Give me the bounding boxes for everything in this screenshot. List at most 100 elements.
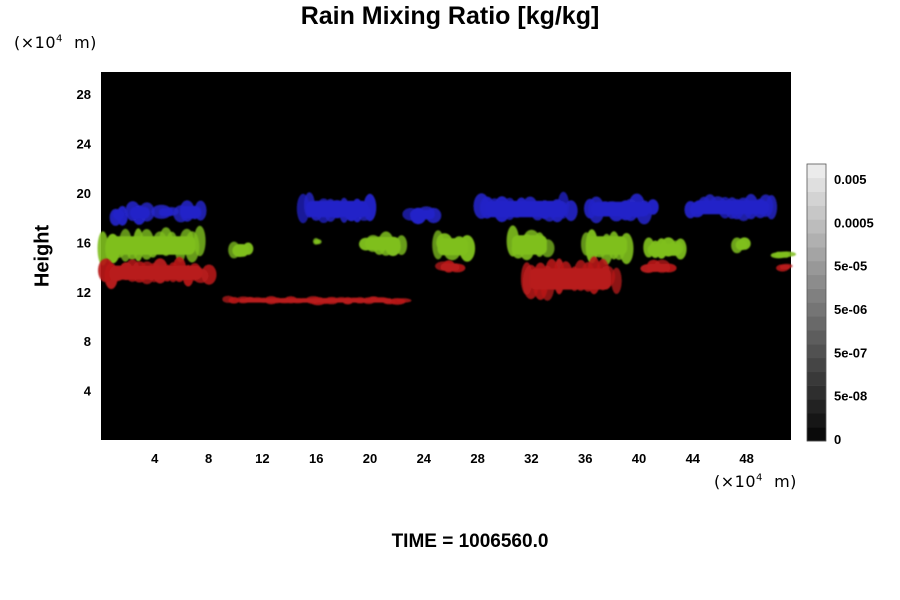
cloud-core <box>179 205 202 219</box>
cloud-core <box>693 200 769 215</box>
cloud-core <box>158 208 174 217</box>
cloud-blob <box>228 297 240 304</box>
cloud-core <box>485 200 567 218</box>
chart-title: Rain Mixing Ratio [kg/kg] <box>300 2 600 30</box>
cloud-core <box>109 265 203 280</box>
cloud-patch <box>312 238 322 245</box>
cloud-core <box>529 268 611 290</box>
cloud-patch <box>520 256 622 301</box>
colorbar-cell <box>807 302 826 317</box>
cloud-patch <box>296 192 377 224</box>
x-tick-label: 40 <box>632 451 646 466</box>
cloud-core <box>437 238 468 256</box>
colorbar-cell <box>807 191 826 206</box>
x-tick-label: 44 <box>686 451 701 466</box>
cloud-core <box>779 264 791 270</box>
cloud-patch <box>125 201 155 225</box>
colorbar-cell <box>807 344 826 359</box>
y-tick-label: 20 <box>77 186 91 201</box>
cloud-core <box>511 235 547 255</box>
cloud-patch <box>643 237 687 260</box>
x-tick-label: 8 <box>205 451 212 466</box>
cloud-patch <box>584 193 659 225</box>
colorbar-frame <box>806 163 827 442</box>
y-tick-label: 24 <box>77 137 92 152</box>
y-tick-label: 12 <box>77 285 91 300</box>
colorbar-cell <box>807 274 826 289</box>
cloud-core <box>735 239 747 251</box>
x-tick-label: 20 <box>363 451 377 466</box>
colorbar-cell <box>807 371 826 386</box>
x-tick-label: 16 <box>309 451 323 466</box>
colorbar-label: 0 <box>834 432 841 447</box>
cloud-patch <box>473 191 578 223</box>
cloud-patch <box>222 295 412 306</box>
colorbar-label: 5e-06 <box>834 302 867 317</box>
cloud-core <box>314 239 320 244</box>
cloud-patch <box>98 256 217 290</box>
cloud-core <box>647 243 682 256</box>
cloud-core <box>365 237 401 251</box>
colorbar-cell <box>807 399 826 414</box>
x-axis-unit: (×104 m) <box>714 472 797 491</box>
colorbar-cell <box>807 316 826 331</box>
colorbar-cell <box>807 385 826 400</box>
cloud-core <box>239 298 392 303</box>
colorbar-cell <box>807 288 826 303</box>
x-tick-label: 32 <box>524 451 538 466</box>
y-tick-label: 16 <box>77 235 91 250</box>
cloud-core <box>586 236 628 255</box>
colorbar-label: 5e-08 <box>834 389 867 404</box>
x-tick-label: 48 <box>739 451 753 466</box>
cloud-core <box>112 209 125 221</box>
cloud-patch <box>684 193 778 222</box>
colorbar-cell <box>807 164 826 179</box>
cloud-core <box>646 263 671 272</box>
cloud-blob <box>396 298 412 303</box>
cloud-core <box>410 209 435 220</box>
cloud-blob <box>97 231 109 266</box>
cloud-patch <box>581 229 634 265</box>
cloud-core <box>233 244 249 257</box>
cloud-patch <box>97 225 206 266</box>
cloud-patch <box>109 206 128 226</box>
x-tick-label: 36 <box>578 451 592 466</box>
cloud-core <box>129 206 151 219</box>
cloud-patch <box>432 230 476 262</box>
colorbar-cell <box>807 219 826 234</box>
colorbar-label: 5e-05 <box>834 259 867 274</box>
cloud-blob <box>611 267 622 294</box>
cloud-patch <box>770 251 796 259</box>
x-tick-label: 28 <box>470 451 484 466</box>
x-tick-label: 12 <box>255 451 269 466</box>
colorbar-label: 0.0005 <box>834 215 874 230</box>
x-tick-label: 4 <box>151 451 159 466</box>
colorbar-cell <box>807 330 826 345</box>
colorbar-label: 0.005 <box>834 172 867 187</box>
cloud-blob <box>201 264 217 285</box>
cloud-patch <box>506 225 555 261</box>
colorbar-cell <box>807 247 826 262</box>
x-tick-label: 24 <box>417 451 432 466</box>
cloud-core <box>774 251 790 258</box>
colorbar-cell <box>807 427 826 442</box>
y-axis-unit: (×104 m) <box>14 33 97 52</box>
y-tick-label: 4 <box>84 384 92 399</box>
cloud-blob <box>765 195 778 220</box>
colorbar-cell <box>807 413 826 428</box>
cloud-blob <box>194 225 206 257</box>
colorbar-cell <box>807 357 826 373</box>
cloud-blob <box>647 199 659 215</box>
y-tick-label: 8 <box>84 334 91 349</box>
cloud-patch <box>640 259 677 273</box>
cloud-core <box>109 236 196 255</box>
cloud-core <box>440 263 460 271</box>
cloud-core <box>592 201 650 217</box>
time-label: TIME = 1006560.0 <box>391 531 549 552</box>
cloud-core <box>306 200 369 218</box>
cloud-patch <box>228 241 254 259</box>
cloud-patch <box>776 263 793 272</box>
cloud-patch <box>731 237 751 254</box>
colorbar-cell <box>807 233 826 248</box>
